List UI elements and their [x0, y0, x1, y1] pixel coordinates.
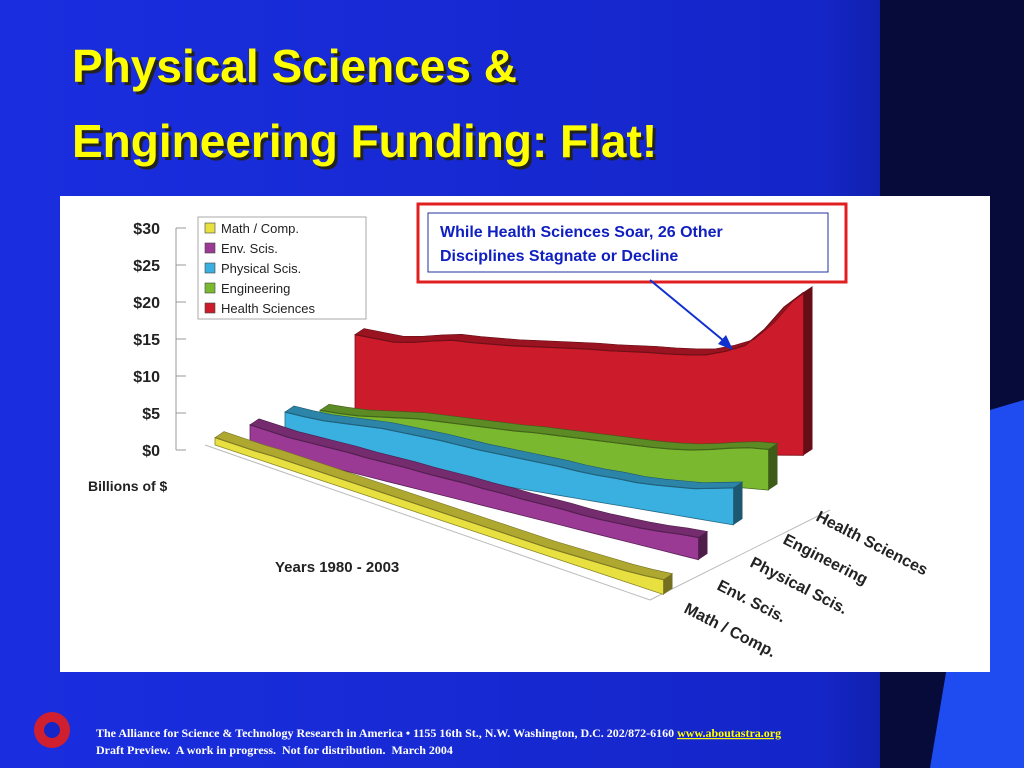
- x-axis-label: Years 1980 - 2003: [275, 559, 399, 576]
- legend-swatch: [204, 302, 216, 314]
- legend-label: Math / Comp.: [221, 221, 299, 236]
- y-tick-label: $15: [133, 332, 160, 349]
- title: Engineering Funding: Flat!: [72, 115, 657, 167]
- legend-swatch: [204, 262, 216, 274]
- series-line: [319, 409, 769, 451]
- legend-swatch: [204, 282, 216, 294]
- ribbon-end: [698, 531, 708, 560]
- series-line: [214, 437, 664, 581]
- legend-swatch: [204, 242, 216, 254]
- ribbon-end: [768, 443, 778, 491]
- y-tick-label: $0: [142, 443, 160, 460]
- footer-text: The Alliance for Science & Technology Re…: [96, 726, 674, 740]
- floor-edge: [204, 444, 651, 601]
- title-shadow: Engineering Funding: Flat!: [75, 118, 660, 170]
- callout-arrow: [649, 279, 731, 347]
- y-tick-label: $30: [133, 221, 160, 238]
- y-axis-label: Billions of $: [88, 478, 168, 494]
- arrow-head: [718, 335, 733, 350]
- title: Physical Sciences &: [72, 40, 517, 92]
- y-tick-label: $20: [133, 295, 160, 312]
- series-line: [354, 292, 804, 356]
- ribbon-end: [733, 481, 743, 525]
- footer-text: Draft Preview. A work in progress. Not f…: [96, 743, 453, 757]
- legend-label: Physical Scis.: [221, 261, 301, 276]
- floor-edge: [649, 509, 831, 601]
- chart: $0 $5 $10 $15 $20 $25 $30 Billions of $ Years 19…: [88, 216, 930, 661]
- callout-box: [416, 202, 848, 284]
- y-tick-label: $25: [133, 258, 160, 275]
- ribbon-end: [803, 286, 813, 456]
- y-tick-label: $5: [142, 406, 160, 423]
- legend-label: Env. Scis.: [221, 241, 278, 256]
- series-line: [249, 424, 699, 539]
- series-line: [284, 411, 734, 490]
- legend-box: [197, 216, 367, 320]
- ribbon-end: [663, 573, 673, 595]
- footer: The Alliance for Science & Technology Re…: [96, 726, 781, 740]
- legend-label: Health Sciences: [221, 301, 315, 316]
- legend-label: Engineering: [221, 281, 290, 296]
- callout-text: Disciplines Stagnate or Decline: [440, 248, 678, 265]
- callout-inner: [427, 212, 829, 273]
- title-shadow: Physical Sciences &: [75, 43, 520, 95]
- footer-link[interactable]: www.aboutastra.org: [677, 726, 781, 740]
- logo: [34, 712, 70, 748]
- y-tick-label: $10: [133, 369, 160, 386]
- legend-swatch: [204, 222, 216, 234]
- callout-text: While Health Sciences Soar, 26 Other: [440, 224, 723, 241]
